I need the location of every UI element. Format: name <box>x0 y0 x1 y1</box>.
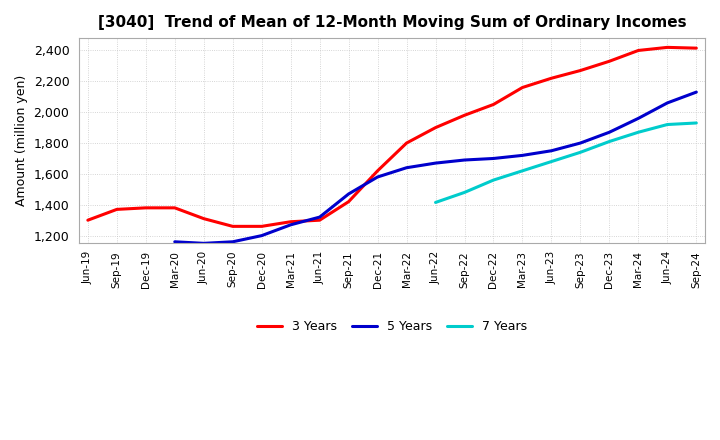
5 Years <box>373 174 382 180</box>
7 Years <box>692 120 701 125</box>
Line: 7 Years: 7 Years <box>436 123 696 202</box>
3 Years <box>547 76 556 81</box>
7 Years <box>489 177 498 183</box>
5 Years <box>518 153 527 158</box>
5 Years <box>402 165 411 170</box>
7 Years <box>431 200 440 205</box>
3 Years <box>257 224 266 229</box>
3 Years <box>141 205 150 210</box>
3 Years <box>287 219 295 224</box>
5 Years <box>663 100 672 106</box>
5 Years <box>257 233 266 238</box>
7 Years <box>605 139 613 144</box>
Line: 3 Years: 3 Years <box>88 48 696 226</box>
5 Years <box>547 148 556 154</box>
3 Years <box>460 113 469 118</box>
Legend: 3 Years, 5 Years, 7 Years: 3 Years, 5 Years, 7 Years <box>252 315 532 338</box>
5 Years <box>576 140 585 146</box>
3 Years <box>228 224 237 229</box>
3 Years <box>692 45 701 51</box>
3 Years <box>84 217 92 223</box>
5 Years <box>634 116 643 121</box>
3 Years <box>344 199 353 204</box>
7 Years <box>547 159 556 164</box>
Title: [3040]  Trend of Mean of 12-Month Moving Sum of Ordinary Incomes: [3040] Trend of Mean of 12-Month Moving … <box>98 15 686 30</box>
5 Years <box>315 214 324 220</box>
3 Years <box>171 205 179 210</box>
3 Years <box>489 102 498 107</box>
7 Years <box>518 168 527 173</box>
5 Years <box>287 222 295 227</box>
3 Years <box>373 168 382 173</box>
5 Years <box>199 241 208 246</box>
3 Years <box>605 59 613 64</box>
5 Years <box>460 158 469 163</box>
5 Years <box>605 130 613 135</box>
7 Years <box>460 190 469 195</box>
3 Years <box>663 45 672 50</box>
7 Years <box>663 122 672 127</box>
5 Years <box>692 89 701 95</box>
3 Years <box>315 217 324 223</box>
5 Years <box>228 239 237 245</box>
3 Years <box>112 207 121 212</box>
3 Years <box>634 48 643 53</box>
5 Years <box>171 239 179 245</box>
3 Years <box>518 85 527 90</box>
3 Years <box>431 125 440 130</box>
3 Years <box>576 68 585 73</box>
5 Years <box>489 156 498 161</box>
5 Years <box>344 191 353 197</box>
3 Years <box>199 216 208 221</box>
7 Years <box>634 130 643 135</box>
5 Years <box>431 161 440 166</box>
7 Years <box>576 150 585 155</box>
Line: 5 Years: 5 Years <box>175 92 696 243</box>
Y-axis label: Amount (million yen): Amount (million yen) <box>15 75 28 206</box>
3 Years <box>402 140 411 146</box>
